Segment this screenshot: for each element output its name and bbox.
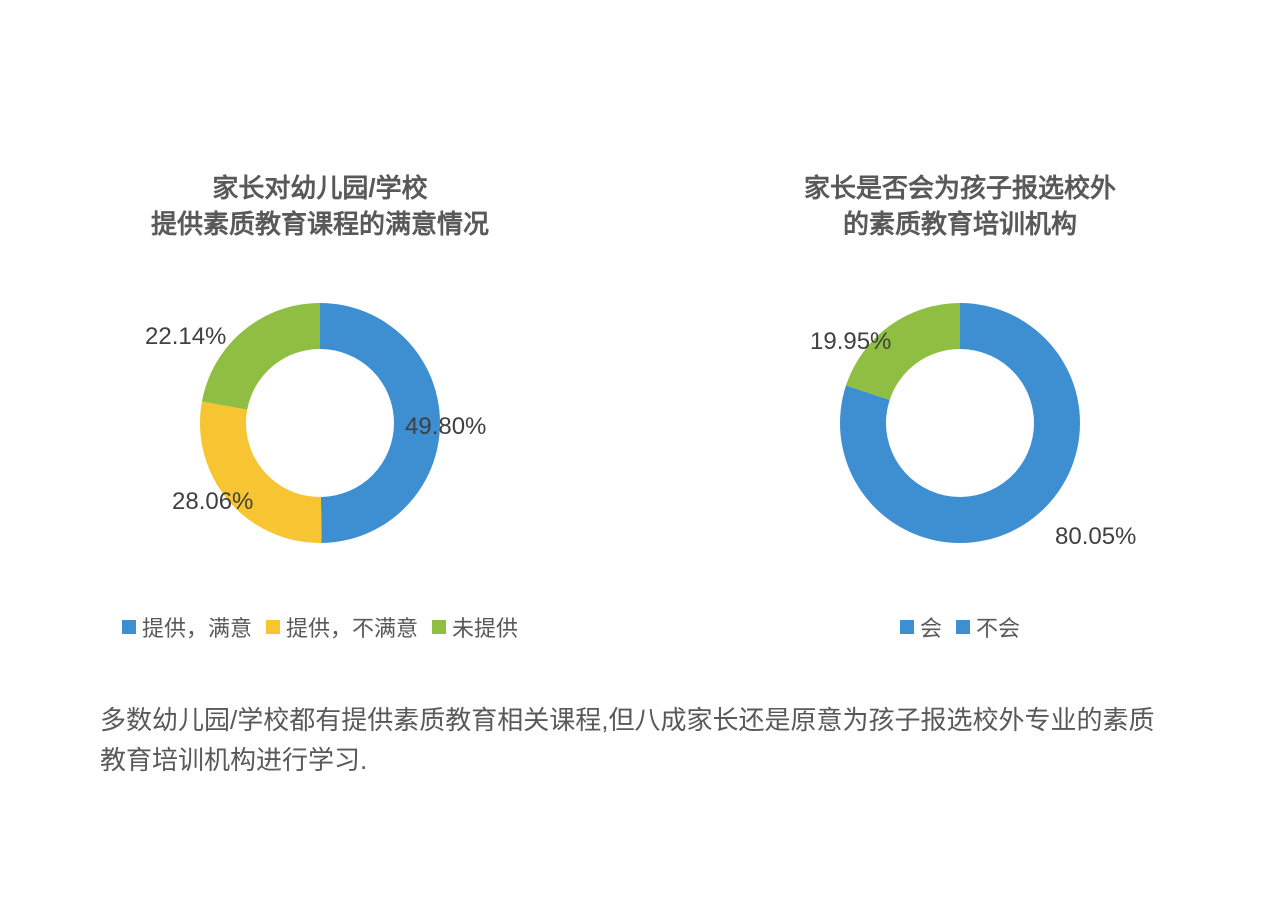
chart-right-title: 家长是否会为孩子报选校外 的素质教育培训机构	[804, 170, 1116, 243]
chart-right-donut-wrap: 80.05% 19.95%	[750, 273, 1170, 593]
chart-left-donut-wrap: 49.80% 28.06% 22.14%	[110, 273, 530, 593]
legend-label: 不会	[976, 611, 1020, 643]
legend-item-0: 提供，满意	[122, 611, 252, 643]
chart-right-legend: 会 不会	[900, 611, 1020, 643]
legend-item-1: 不会	[956, 611, 1020, 643]
legend-label: 提供，满意	[142, 611, 252, 643]
chart-right-pct-1: 19.95%	[810, 328, 891, 356]
caption-text: 多数幼儿园/学校都有提供素质教育相关课程,但八成家长还是原意为孩子报选校外专业的…	[100, 700, 1180, 781]
legend-swatch-icon	[956, 620, 970, 634]
chart-left-pct-2: 22.14%	[145, 323, 226, 351]
chart-left-pct-1: 28.06%	[172, 488, 253, 516]
chart-left-pct-0: 49.80%	[405, 413, 486, 441]
chart-left-legend: 提供，满意 提供，不满意 未提供	[122, 611, 518, 643]
legend-swatch-icon	[432, 620, 446, 634]
donut-slice-1	[200, 401, 322, 542]
legend-item-0: 会	[900, 611, 942, 643]
legend-swatch-icon	[122, 620, 136, 634]
chart-left: 家长对幼儿园/学校 提供素质教育课程的满意情况 49.80% 28.06% 22…	[110, 170, 530, 643]
legend-swatch-icon	[900, 620, 914, 634]
donut-slice-2	[202, 303, 320, 410]
chart-left-title: 家长对幼儿园/学校 提供素质教育课程的满意情况	[151, 170, 489, 243]
chart-right-pct-0: 80.05%	[1055, 523, 1136, 551]
chart-right: 家长是否会为孩子报选校外 的素质教育培训机构 80.05% 19.95% 会 不会	[750, 170, 1170, 643]
legend-label: 未提供	[452, 611, 518, 643]
charts-row: 家长对幼儿园/学校 提供素质教育课程的满意情况 49.80% 28.06% 22…	[0, 0, 1280, 643]
legend-label: 会	[920, 611, 942, 643]
legend-label: 提供，不满意	[286, 611, 418, 643]
legend-swatch-icon	[266, 620, 280, 634]
legend-item-1: 提供，不满意	[266, 611, 418, 643]
legend-item-2: 未提供	[432, 611, 518, 643]
